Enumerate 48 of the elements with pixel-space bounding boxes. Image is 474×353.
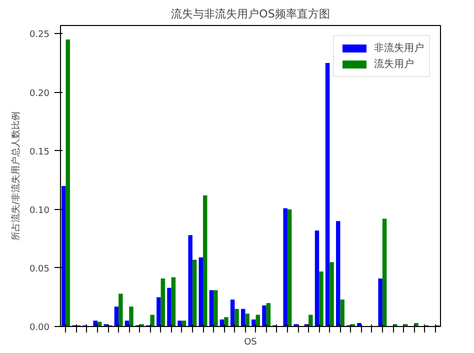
bar — [209, 290, 214, 326]
bar — [340, 300, 344, 326]
bar — [230, 300, 235, 326]
bar — [234, 308, 239, 326]
bar — [129, 306, 134, 326]
bar — [62, 186, 66, 326]
bar — [308, 314, 313, 326]
legend-label: 流失用户 — [374, 58, 414, 71]
bar — [118, 294, 123, 326]
bar — [336, 221, 340, 326]
bar — [382, 218, 387, 326]
bar — [245, 314, 250, 326]
bar — [171, 277, 176, 326]
y-tick-label: 0.20 — [29, 88, 50, 99]
bar — [262, 305, 266, 326]
bar — [241, 308, 246, 326]
legend-label: 非流失用户 — [374, 42, 424, 55]
y-tick-label: 0.05 — [29, 264, 50, 274]
bar — [160, 278, 165, 326]
bar — [198, 257, 203, 326]
bar — [66, 40, 70, 326]
bar — [214, 290, 218, 326]
bar — [378, 278, 382, 326]
bar — [188, 235, 192, 326]
y-axis-title: 所占流失/非流失用户总人数比例 — [10, 111, 22, 241]
y-tick-label: 0.15 — [29, 147, 50, 158]
bar — [192, 260, 197, 326]
y-tick-label: 0.10 — [29, 206, 50, 216]
bar — [156, 297, 161, 326]
bar — [224, 317, 228, 326]
y-tick-label: 0.25 — [29, 30, 50, 40]
bar — [287, 209, 292, 326]
bar — [203, 195, 208, 326]
bar — [150, 314, 154, 326]
bar — [319, 271, 324, 326]
chart-title: 流失与非流失用户OS频率直方图 — [171, 8, 330, 20]
bar — [330, 262, 334, 326]
bar — [266, 303, 271, 326]
x-axis-title: OS — [244, 338, 258, 348]
bar — [325, 62, 330, 326]
bar — [314, 230, 320, 326]
bar — [252, 319, 256, 326]
bar — [93, 320, 98, 326]
bar — [114, 306, 119, 326]
bar — [283, 208, 288, 326]
bar — [167, 288, 172, 326]
bar — [178, 320, 182, 326]
y-tick-label: 0.00 — [29, 323, 50, 333]
